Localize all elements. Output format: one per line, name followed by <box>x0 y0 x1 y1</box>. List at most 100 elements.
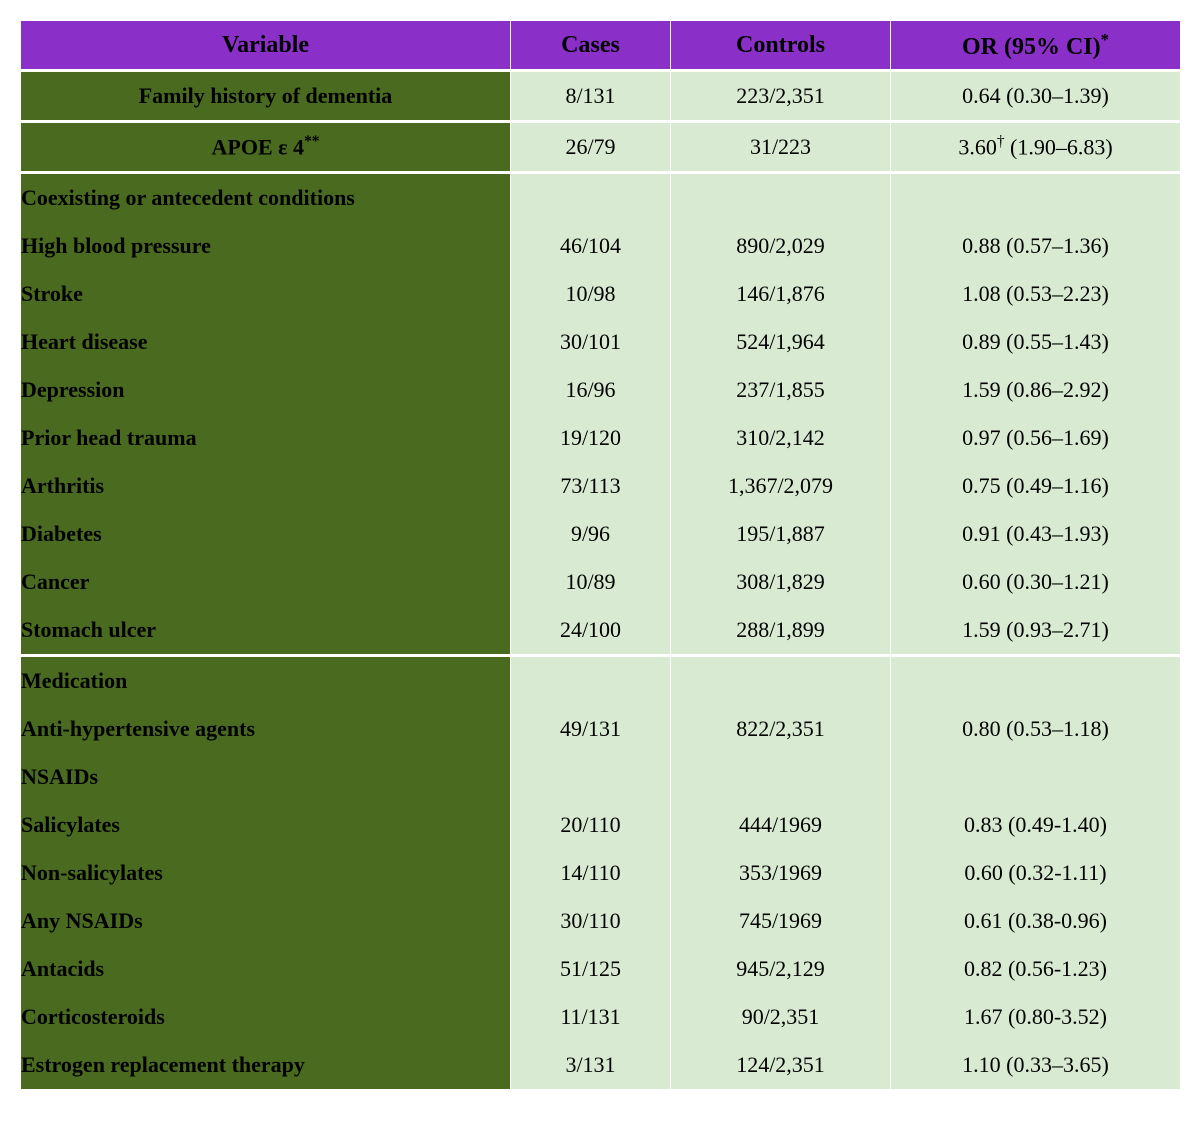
cell-controls: 31/223 <box>671 122 891 173</box>
cell-or: 0.97 (0.56–1.69) <box>891 414 1181 462</box>
cell-or-value: 1.10 (0.33–3.65) <box>962 1052 1109 1077</box>
cell-or <box>891 656 1181 706</box>
table-row: Medication <box>21 656 1181 706</box>
row-label: Stroke <box>21 270 511 318</box>
table-header-row: Variable Cases Controls OR (95% CI)* <box>21 21 1181 71</box>
cell-cases: 8/131 <box>511 71 671 122</box>
cell-cases: 30/110 <box>511 897 671 945</box>
table-row: Non-salicylates14/110353/19690.60 (0.32-… <box>21 849 1181 897</box>
cell-or-value: 1.08 (0.53–2.23) <box>962 281 1109 306</box>
cell-controls: 90/2,351 <box>671 993 891 1041</box>
row-label: Cancer <box>21 558 511 606</box>
cell-or: 0.64 (0.30–1.39) <box>891 71 1181 122</box>
cell-or: 0.60 (0.32-1.11) <box>891 849 1181 897</box>
cell-or: 0.75 (0.49–1.16) <box>891 462 1181 510</box>
cell-or: 0.91 (0.43–1.93) <box>891 510 1181 558</box>
row-label-text: APOE ε 4 <box>212 135 305 160</box>
cell-or: 0.83 (0.49-1.40) <box>891 801 1181 849</box>
row-label-text: Any NSAIDs <box>21 908 143 933</box>
col-header-or: OR (95% CI)* <box>891 21 1181 71</box>
cell-or <box>891 753 1181 801</box>
cell-controls: 822/2,351 <box>671 705 891 753</box>
cell-or-value: 0.88 (0.57–1.36) <box>962 233 1109 258</box>
cell-or-value: 0.60 (0.30–1.21) <box>962 569 1109 594</box>
col-header-controls: Controls <box>671 21 891 71</box>
row-label-text: Diabetes <box>21 521 102 546</box>
cell-controls: 945/2,129 <box>671 945 891 993</box>
table-row: APOE ε 4**26/7931/2233.60† (1.90–6.83) <box>21 122 1181 173</box>
col-header-variable: Variable <box>21 21 511 71</box>
cell-or: 0.82 (0.56-1.23) <box>891 945 1181 993</box>
cell-or: 1.59 (0.93–2.71) <box>891 606 1181 656</box>
row-label: Non-salicylates <box>21 849 511 897</box>
row-label: Anti-hypertensive agents <box>21 705 511 753</box>
cell-or: 1.10 (0.33–3.65) <box>891 1041 1181 1089</box>
cell-controls: 890/2,029 <box>671 222 891 270</box>
table-body: Family history of dementia8/131223/2,351… <box>21 71 1181 1090</box>
row-label: Heart disease <box>21 318 511 366</box>
cell-controls: 124/2,351 <box>671 1041 891 1089</box>
row-label: Depression <box>21 366 511 414</box>
cell-or-value: 0.61 (0.38-0.96) <box>964 908 1107 933</box>
cell-controls: 444/1969 <box>671 801 891 849</box>
cell-or: 1.08 (0.53–2.23) <box>891 270 1181 318</box>
cell-or: 1.67 (0.80-3.52) <box>891 993 1181 1041</box>
cell-cases: 14/110 <box>511 849 671 897</box>
cell-cases <box>511 656 671 706</box>
cell-cases: 73/113 <box>511 462 671 510</box>
row-label-text: Medication <box>21 668 127 693</box>
row-label: Diabetes <box>21 510 511 558</box>
table-row: Arthritis 73/1131,367/2,0790.75 (0.49–1.1… <box>21 462 1181 510</box>
row-label: Prior head trauma <box>21 414 511 462</box>
cell-or-value: 0.64 (0.30–1.39) <box>962 83 1109 108</box>
cell-cases <box>511 753 671 801</box>
table-row: Cancer10/89308/1,8290.60 (0.30–1.21) <box>21 558 1181 606</box>
cell-or-value: 0.89 (0.55–1.43) <box>962 329 1109 354</box>
row-label: Salicylates <box>21 801 511 849</box>
cell-or: 1.59 (0.86–2.92) <box>891 366 1181 414</box>
cell-or: 3.60† (1.90–6.83) <box>891 122 1181 173</box>
col-header-or-sup: * <box>1101 30 1109 49</box>
cell-or: 0.80 (0.53–1.18) <box>891 705 1181 753</box>
cell-or-value: 0.91 (0.43–1.93) <box>962 521 1109 546</box>
row-label-text: Stroke <box>21 281 83 306</box>
cell-or-value: 1.67 (0.80-3.52) <box>964 1004 1107 1029</box>
cell-cases: 10/89 <box>511 558 671 606</box>
cell-or-value: 0.97 (0.56–1.69) <box>962 425 1109 450</box>
table-row: Any NSAIDs30/110745/19690.61 (0.38-0.96) <box>21 897 1181 945</box>
cell-or-value: 0.83 (0.49-1.40) <box>964 812 1107 837</box>
cell-or: 0.61 (0.38-0.96) <box>891 897 1181 945</box>
row-label-text: Arthritis <box>21 473 104 498</box>
row-label-text: Non-salicylates <box>21 860 163 885</box>
cell-or-value: 0.82 (0.56-1.23) <box>964 956 1107 981</box>
table-row: Depression16/96237/1,8551.59 (0.86–2.92) <box>21 366 1181 414</box>
row-label: Coexisting or antecedent conditions <box>21 173 511 223</box>
cell-controls: 310/2,142 <box>671 414 891 462</box>
cell-cases: 24/100 <box>511 606 671 656</box>
cell-cases: 49/131 <box>511 705 671 753</box>
row-label: Antacids <box>21 945 511 993</box>
cell-controls <box>671 656 891 706</box>
row-label: Stomach ulcer <box>21 606 511 656</box>
cell-controls: 195/1,887 <box>671 510 891 558</box>
cell-controls: 1,367/2,079 <box>671 462 891 510</box>
row-label-text: Prior head trauma <box>21 425 197 450</box>
row-label: Family history of dementia <box>21 71 511 122</box>
cell-controls: 524/1,964 <box>671 318 891 366</box>
row-label: Estrogen replacement therapy <box>21 1041 511 1089</box>
row-label-text: Family history of dementia <box>139 83 393 108</box>
cell-controls: 288/1,899 <box>671 606 891 656</box>
row-label-text: NSAIDs <box>21 764 98 789</box>
row-label-text: Antacids <box>21 956 104 981</box>
cell-controls <box>671 173 891 223</box>
row-label-text: Stomach ulcer <box>21 617 156 642</box>
cell-cases: 16/96 <box>511 366 671 414</box>
cell-cases: 11/131 <box>511 993 671 1041</box>
cell-cases: 3/131 <box>511 1041 671 1089</box>
cell-cases: 46/104 <box>511 222 671 270</box>
cell-or-value: 0.80 (0.53–1.18) <box>962 716 1109 741</box>
row-label: NSAIDs <box>21 753 511 801</box>
cell-controls: 237/1,855 <box>671 366 891 414</box>
table-row: Antacids51/125945/2,1290.82 (0.56-1.23) <box>21 945 1181 993</box>
cell-or-tail: (1.90–6.83) <box>1005 135 1113 160</box>
